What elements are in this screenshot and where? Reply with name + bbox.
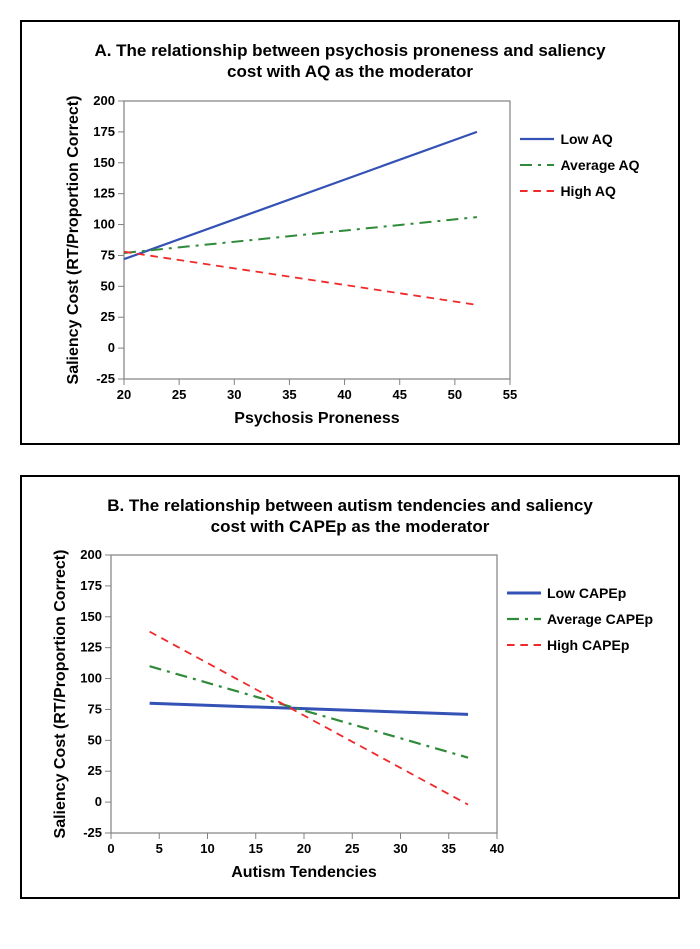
chart-b-svg: -25 0 25 50 75 100 125 150 175 200 0 5 10 15 20 25 30 35 4…	[47, 545, 507, 885]
svg-text:0: 0	[95, 794, 102, 809]
chart-b-wrap: -25 0 25 50 75 100 125 150 175 200 0 5 10 15 20 25 30 35 4…	[32, 545, 668, 885]
legend-swatch	[507, 585, 541, 601]
svg-text:10: 10	[200, 841, 214, 856]
legend-label: High CAPEp	[547, 637, 629, 653]
svg-text:-25: -25	[97, 371, 116, 386]
svg-text:40: 40	[490, 841, 504, 856]
svg-text:Psychosis Proneness: Psychosis Proneness	[235, 410, 401, 427]
legend-item: High AQ	[520, 183, 639, 199]
svg-text:0: 0	[108, 340, 115, 355]
svg-text:150: 150	[94, 154, 116, 169]
svg-text:200: 200	[80, 547, 102, 562]
svg-text:30: 30	[393, 841, 407, 856]
svg-text:175: 175	[80, 578, 102, 593]
legend-label: Average CAPEp	[547, 611, 653, 627]
legend-swatch	[520, 157, 554, 173]
svg-text:75: 75	[101, 247, 115, 262]
svg-text:Saliency Cost (RT/Proportion C: Saliency Cost (RT/Proportion Correct)	[52, 550, 69, 839]
svg-text:200: 200	[94, 93, 116, 108]
svg-text:25: 25	[345, 841, 359, 856]
svg-text:25: 25	[87, 763, 101, 778]
panel-b: B. The relationship between autism tende…	[20, 475, 680, 900]
legend-label: High AQ	[560, 183, 615, 199]
svg-text:-25: -25	[83, 825, 102, 840]
legend-item: Low CAPEp	[507, 585, 653, 601]
svg-text:175: 175	[94, 123, 116, 138]
svg-text:15: 15	[248, 841, 262, 856]
svg-text:45: 45	[393, 387, 407, 402]
chart-b-legend: Low CAPEp Average CAPEp High CAPEp	[507, 585, 653, 663]
svg-text:50: 50	[87, 732, 101, 747]
svg-text:5: 5	[156, 841, 163, 856]
svg-text:150: 150	[80, 609, 102, 624]
chart-a-legend: Low AQ Average AQ High AQ	[520, 131, 639, 209]
svg-text:0: 0	[107, 841, 114, 856]
svg-text:35: 35	[441, 841, 455, 856]
svg-text:35: 35	[283, 387, 297, 402]
svg-text:25: 25	[101, 309, 115, 324]
legend-label: Low CAPEp	[547, 585, 626, 601]
chart-b-title: B. The relationship between autism tende…	[90, 495, 610, 538]
legend-label: Average AQ	[560, 157, 639, 173]
svg-text:30: 30	[227, 387, 241, 402]
legend-item: Average CAPEp	[507, 611, 653, 627]
svg-text:20: 20	[297, 841, 311, 856]
svg-text:125: 125	[94, 185, 116, 200]
svg-text:50: 50	[101, 278, 115, 293]
svg-text:75: 75	[87, 701, 101, 716]
svg-text:125: 125	[80, 640, 102, 655]
legend-item: Average AQ	[520, 157, 639, 173]
svg-text:55: 55	[503, 387, 517, 402]
legend-item: High CAPEp	[507, 637, 653, 653]
legend-swatch	[507, 611, 541, 627]
svg-text:50: 50	[448, 387, 462, 402]
svg-text:Autism Tendencies: Autism Tendencies	[231, 864, 377, 881]
legend-swatch	[520, 131, 554, 147]
svg-text:40: 40	[338, 387, 352, 402]
legend-label: Low AQ	[560, 131, 612, 147]
svg-text:20: 20	[117, 387, 131, 402]
chart-a-wrap: -25 0 25 50 75 100 125 150 175 200 20 25 30 35 40 45 50 5…	[32, 91, 668, 431]
svg-text:100: 100	[94, 216, 116, 231]
chart-a-svg: -25 0 25 50 75 100 125 150 175 200 20 25 30 35 40 45 50 5…	[60, 91, 520, 431]
svg-text:25: 25	[172, 387, 186, 402]
legend-swatch	[520, 183, 554, 199]
chart-a-title: A. The relationship between psychosis pr…	[90, 40, 610, 83]
svg-text:Saliency Cost (RT/Proportion C: Saliency Cost (RT/Proportion Correct)	[65, 95, 82, 384]
legend-item: Low AQ	[520, 131, 639, 147]
svg-text:100: 100	[80, 671, 102, 686]
panel-a: A. The relationship between psychosis pr…	[20, 20, 680, 445]
legend-swatch	[507, 637, 541, 653]
